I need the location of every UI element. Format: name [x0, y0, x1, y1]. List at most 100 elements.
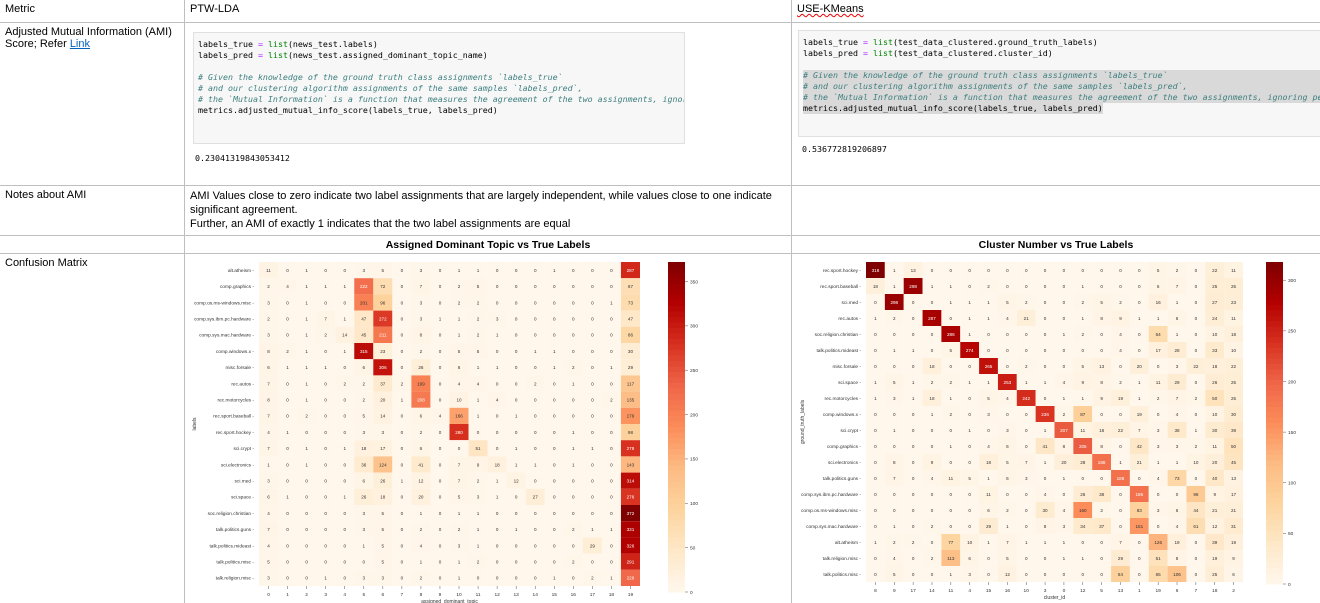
- heatmap-cell-value: 5: [477, 284, 480, 289]
- heatmap-cell-value: 1: [477, 511, 480, 516]
- heatmap-cell-value: 1: [1044, 460, 1047, 465]
- heatmap-cell: [1129, 566, 1149, 582]
- heatmap-cell: [903, 518, 923, 534]
- heatmap-cell-value: 0: [931, 492, 934, 497]
- heatmap-cell-value: 0: [439, 462, 442, 467]
- heatmap-cell-value: 6: [420, 446, 423, 451]
- heatmap-cell-value: 0: [950, 268, 953, 273]
- heatmap-cell-value: 2: [458, 284, 461, 289]
- heatmap-cell: [903, 566, 923, 582]
- y-axis-label: labels: [192, 417, 198, 431]
- heatmap-cell-value: 1: [1138, 316, 1141, 321]
- heatmap-cell: [373, 343, 393, 360]
- code-line: # and our clustering algorithm assignmen…: [803, 81, 1320, 92]
- heatmap-cell-value: 1: [496, 365, 499, 370]
- heatmap-cell-value: 0: [305, 560, 308, 565]
- heatmap-cell-value: 1: [477, 543, 480, 548]
- colorbar-segment: [668, 531, 685, 538]
- heatmap-cell: [866, 438, 885, 454]
- heatmap-cell-value: 0: [1119, 444, 1122, 449]
- heatmap-cell-value: 1: [420, 560, 423, 565]
- heatmap-cell-value: 0: [610, 479, 613, 484]
- heatmap-cell-value: 2: [1195, 444, 1198, 449]
- ami-reference-link[interactable]: Link: [69, 38, 90, 50]
- heatmap-cell: [1073, 342, 1093, 358]
- heatmap-cell: [601, 472, 621, 489]
- heatmap-cell-value: 0: [1044, 556, 1047, 561]
- heatmap-cell-value: 17: [380, 446, 386, 451]
- heatmap-cell-value: 0: [534, 576, 537, 581]
- heatmap-cell: [544, 456, 564, 473]
- heatmap-cell-value: 0: [553, 317, 556, 322]
- heatmap-cell-value: 0: [515, 365, 518, 370]
- heatmap-cell-value: 0: [286, 398, 289, 403]
- heatmap-cell-value: 0: [439, 446, 442, 451]
- code-cell-ptw-lda[interactable]: labels_true = list(news_test.labels) labe…: [193, 32, 685, 144]
- heatmap-cell-value: 0: [572, 349, 575, 354]
- heatmap-cell: [335, 569, 355, 586]
- heatmap-cell: [1148, 518, 1168, 534]
- heatmap-cell-value: 135: [627, 398, 635, 403]
- heatmap-cell-value: 0: [324, 527, 327, 532]
- heatmap-cell-value: 0: [1025, 508, 1028, 513]
- heatmap-cell-value: 0: [496, 268, 499, 273]
- heatmap-cell-value: 0: [591, 511, 594, 516]
- heatmap-cell: [866, 262, 885, 278]
- heatmap-cell: [544, 505, 564, 522]
- colorbar-segment: [668, 542, 685, 549]
- heatmap-cell-value: 0: [324, 543, 327, 548]
- heatmap-cell-value: 11: [1156, 380, 1161, 385]
- heatmap-cell-value: 186: [1135, 492, 1143, 497]
- heatmap-cell: [1035, 358, 1055, 374]
- heatmap-cell: [903, 262, 923, 278]
- heatmap-cell: [1054, 550, 1074, 566]
- heatmap-cell-value: 0: [343, 462, 346, 467]
- heatmap-cell-value: 21: [1231, 508, 1237, 513]
- heatmap-cell: [430, 553, 450, 570]
- heatmap-cell: [278, 488, 298, 505]
- heatmap-cell: [1035, 470, 1055, 486]
- heatmap-cell-value: 16: [1156, 300, 1162, 305]
- heatmap-cell-value: 0: [401, 365, 404, 370]
- heatmap-cell-value: 2: [420, 430, 423, 435]
- heatmap-cell: [468, 537, 488, 554]
- heatmap-cell: [1129, 534, 1149, 550]
- heatmap-cell: [620, 537, 640, 554]
- colorbar-segment: [668, 460, 685, 466]
- heatmap-cell: [411, 262, 431, 279]
- code-cell-use-kmeans[interactable]: labels_true = list(test_data_clustered.g…: [798, 30, 1320, 137]
- heatmap-cell-value: 0: [1138, 332, 1141, 337]
- heatmap-cell: [866, 422, 885, 438]
- heatmap-cell-value: 0: [572, 495, 575, 500]
- heatmap-cell-value: 0: [1025, 428, 1028, 433]
- colorbar-tick-label: 0: [690, 590, 693, 596]
- heatmap-cell-value: 0: [912, 316, 915, 321]
- heatmap-cell-value: 7: [1006, 540, 1009, 545]
- heatmap-cell: [335, 343, 355, 360]
- heatmap-cell: [1092, 518, 1112, 534]
- heatmap-cell: [979, 550, 998, 566]
- heatmap-cell-value: 298: [890, 300, 898, 305]
- heatmap-cell: [922, 310, 942, 326]
- heatmap-cell: [960, 278, 980, 294]
- heatmap-cell-value: 1: [477, 414, 480, 419]
- colorbar-segment: [1266, 428, 1283, 435]
- heatmap-cell-value: 0: [515, 543, 518, 548]
- heatmap-cell: [354, 537, 374, 554]
- heatmap-cell: [1073, 406, 1093, 422]
- heatmap-cell: [1186, 374, 1206, 390]
- heatmap-cell-value: 0: [893, 492, 896, 497]
- heatmap-cell-value: 0: [534, 527, 537, 532]
- heatmap-cell-value: 188: [1117, 476, 1125, 481]
- heatmap-cell: [1035, 566, 1055, 582]
- heatmap-cell: [1148, 262, 1168, 278]
- colorbar-segment: [668, 333, 685, 340]
- heatmap-cell: [1167, 454, 1187, 470]
- heatmap-cell-value: 29: [1174, 380, 1180, 385]
- heatmap-cell: [1054, 406, 1074, 422]
- colorbar-segment: [668, 405, 685, 411]
- heatmap-cell-value: 211: [379, 333, 387, 338]
- colorbar-segment: [1266, 455, 1283, 462]
- heatmap-cell-value: 0: [1195, 572, 1198, 577]
